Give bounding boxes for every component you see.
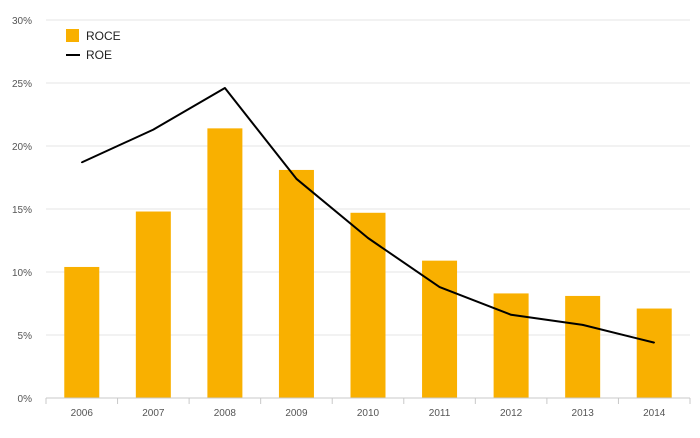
y-tick-label: 20% [12,142,32,153]
roe-point [152,128,155,131]
roce-bar [565,295,601,398]
x-tick-label: 2010 [357,408,380,419]
roce-bar [278,169,314,398]
roe-line-series [80,87,656,344]
roce-bar [350,212,386,398]
roe-point [653,341,656,344]
x-tick-label: 2013 [572,408,595,419]
y-tick-label: 0% [18,394,33,405]
y-tick-label: 10% [12,268,32,279]
roe-point [224,87,226,89]
roe-point [438,286,441,288]
roce-bar [64,266,100,398]
roe-point [80,161,83,164]
y-tick-label: 25% [12,79,32,90]
x-tick-label: 2012 [500,408,523,419]
x-tick-label: 2009 [285,408,308,419]
roe-point [367,237,369,239]
legend-swatch-roce [66,29,79,42]
y-tick-label: 30% [12,16,32,27]
x-tick-label: 2011 [429,408,451,419]
x-tick-label: 2014 [643,408,666,419]
roce-bars [64,128,672,399]
legend: ROCE ROE [66,29,121,62]
roce-bar [422,260,458,398]
roe-point [295,177,298,180]
legend-label-roe: ROE [86,48,112,62]
roce-bar [207,128,243,399]
legend-label-roce: ROCE [86,29,121,43]
roe-point [510,314,512,316]
y-tick-label: 5% [18,331,33,342]
x-axis: 2006 2007 2008 2009 2010 2011 2012 2013 2014 [45,397,691,419]
roce-bar [636,308,672,398]
x-tick-label: 2006 [71,408,94,419]
roe-point [581,324,584,326]
y-axis-tick-labels: 0% 5% 10% 15% 20% 25% 30% [12,16,32,405]
x-tick-label: 2007 [142,408,165,419]
y-tick-label: 15% [12,205,32,216]
roce-bar [135,211,171,398]
x-tick-label: 2008 [214,408,237,419]
